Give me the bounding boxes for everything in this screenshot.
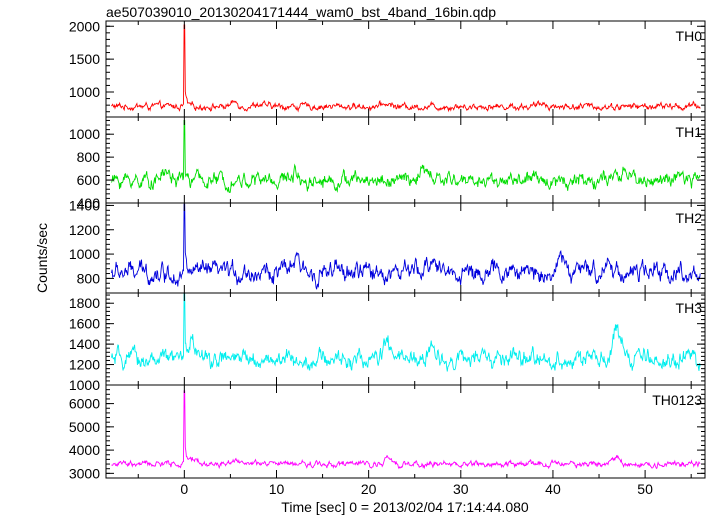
panel-th1: 400 600 800 1000 TH1: [69, 116, 706, 211]
series-line-th1: [111, 119, 701, 194]
series-name-th0123: TH0123: [652, 392, 702, 408]
series-name-th0: TH0: [676, 28, 703, 44]
panel-th2: 800 1000 1200 1400 TH2: [69, 197, 706, 294]
y-tick-label: 1200: [69, 222, 100, 238]
panels: 1000 1500 2000 TH0 400 600 800 1000 TH1 800 1000 12…: [69, 18, 706, 481]
series-line-th0: [111, 24, 701, 113]
y-tick-label: 800: [77, 149, 101, 165]
y-tick-label: 600: [77, 172, 101, 188]
series-line-th0123: [111, 390, 701, 470]
x-tick-label: 40: [545, 481, 561, 497]
panel-frame: [105, 202, 706, 294]
panel-th0: 1000 1500 2000 TH0: [69, 18, 706, 118]
x-tick-label: 10: [269, 481, 285, 497]
panel-frame: [105, 20, 706, 118]
x-axis: 0 10 20 30 40 50: [180, 481, 653, 497]
x-tick-label: 20: [361, 481, 377, 497]
x-tick-label: 30: [453, 481, 469, 497]
series-line-th2: [111, 203, 701, 290]
y-tick-label: 3000: [69, 465, 100, 481]
y-tick-label: 1200: [69, 357, 100, 373]
x-tick-label: 50: [637, 481, 653, 497]
y-tick-label: 800: [77, 270, 101, 286]
series-name-th1: TH1: [676, 124, 703, 140]
y-tick-label: 1800: [69, 295, 100, 311]
y-tick-label: 400: [77, 195, 101, 211]
y-tick-label: 1000: [69, 84, 100, 100]
y-tick-label: 1000: [69, 246, 100, 262]
panel-th3: 1000 1200 1400 1600 1800 TH3: [69, 292, 706, 393]
series-line-th3: [111, 293, 701, 372]
y-tick-label: 1600: [69, 316, 100, 332]
panel-frame: [105, 116, 706, 204]
y-axis-label: Counts/sec: [34, 223, 50, 293]
y-tick-label: 1400: [69, 336, 100, 352]
series-name-th2: TH2: [676, 210, 703, 226]
y-tick-label: 6000: [69, 396, 100, 412]
y-tick-label: 1500: [69, 51, 100, 67]
panel-frame: [105, 292, 706, 386]
panel-th0123: 3000 4000 5000 6000 TH0123: [69, 384, 706, 481]
y-tick-label: 1000: [69, 377, 100, 393]
y-tick-label: 1000: [69, 126, 100, 142]
y-tick-label: 1400: [69, 197, 100, 213]
y-tick-label: 5000: [69, 419, 100, 435]
y-tick-label: 2000: [69, 18, 100, 34]
x-axis-label: Time [sec] 0 = 2013/02/04 17:14:44.080: [281, 499, 529, 515]
chart-title: ae507039010_20130204171444_wam0_bst_4ban…: [106, 4, 496, 20]
x-tick-label: 0: [180, 481, 188, 497]
y-tick-label: 4000: [69, 442, 100, 458]
series-name-th3: TH3: [676, 300, 703, 316]
